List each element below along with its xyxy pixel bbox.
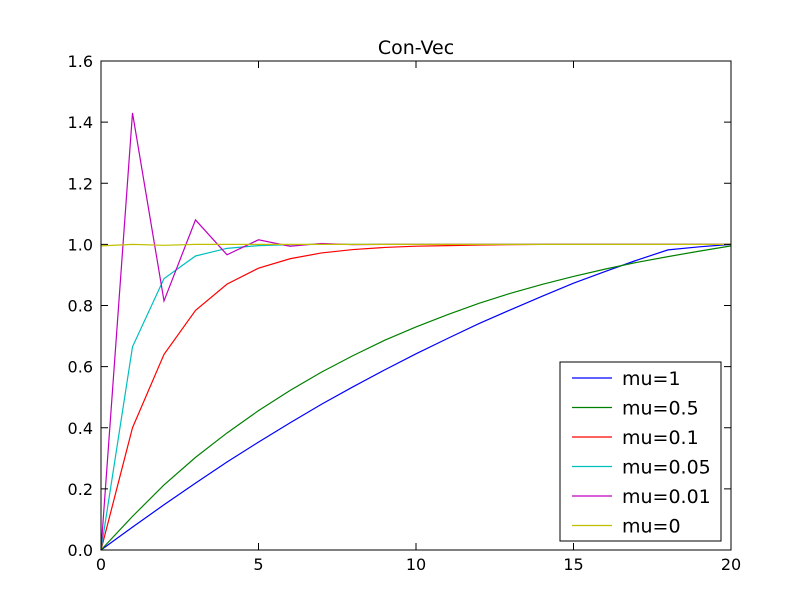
y-tick-label: 0.0 [68, 541, 93, 560]
x-tick-label: 0 [96, 555, 106, 574]
y-tick-label: 1.2 [68, 174, 93, 193]
y-tick-label: 1.0 [68, 235, 93, 254]
series-line-1 [100, 245, 732, 551]
y-tick-label: 0.2 [68, 480, 93, 499]
legend-label-1: mu=0.5 [622, 398, 699, 420]
y-axis: 0.0 0.2 0.4 0.6 0.8 1.0 1.2 1.4 1.6 [68, 52, 731, 560]
legend-label-3: mu=0.05 [622, 457, 711, 479]
y-tick-label: 1.6 [68, 52, 93, 71]
chart-title: Con-Vec [378, 37, 454, 59]
legend-label-2: mu=0.1 [622, 427, 699, 449]
series-line-5 [100, 243, 731, 247]
x-tick-label: 20 [721, 555, 741, 574]
series-layer [100, 112, 732, 551]
legend-label-5: mu=0 [622, 516, 681, 538]
legend-box [559, 361, 722, 542]
legend: mu=1 mu=0.5 mu=0.1 mu=0.05 mu=0.01 mu=0 [559, 361, 722, 542]
legend-label-4: mu=0.01 [622, 486, 711, 508]
legend-label-0: mu=1 [622, 368, 681, 390]
y-tick-label: 0.4 [68, 419, 93, 438]
y-tick-label: 0.6 [68, 358, 93, 377]
y-tick-label: 1.4 [68, 113, 93, 132]
x-tick-label: 15 [563, 555, 583, 574]
x-tick-label: 10 [406, 555, 426, 574]
y-tick-label: 0.8 [68, 297, 93, 316]
x-tick-label: 5 [253, 555, 263, 574]
x-axis: 0 5 10 15 20 [96, 61, 741, 574]
